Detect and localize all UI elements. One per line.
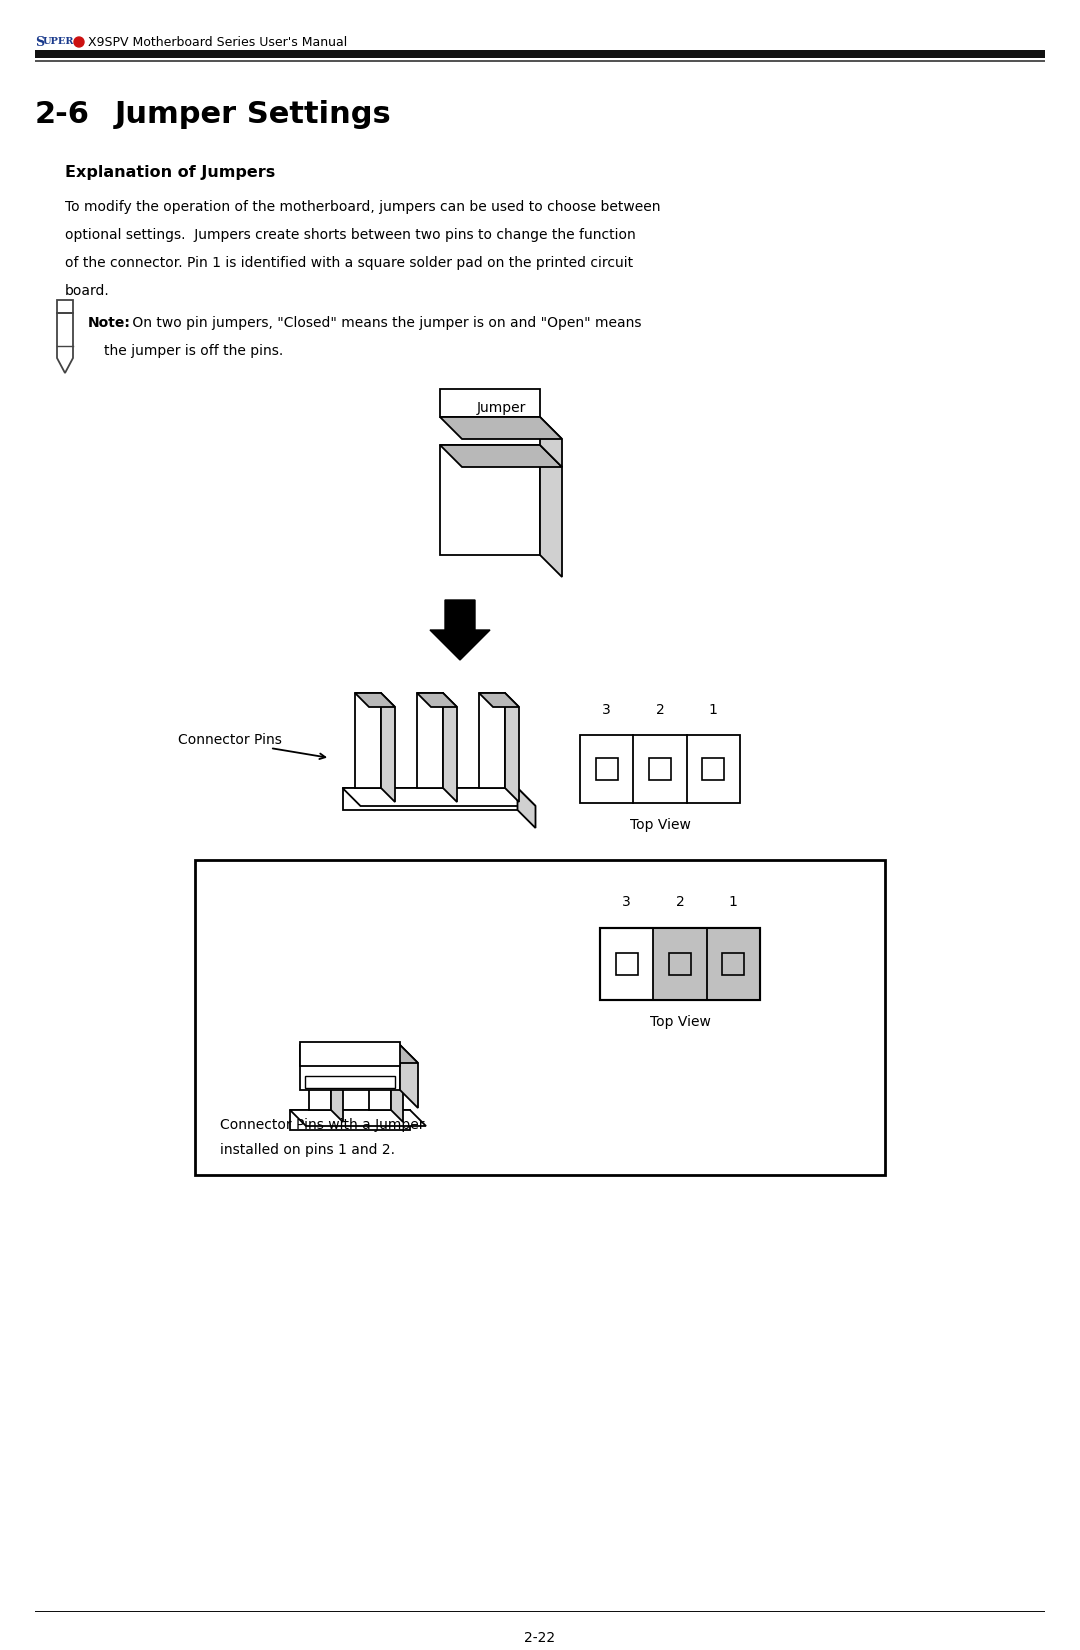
Text: Jumper Settings: Jumper Settings: [114, 101, 392, 129]
Text: installed on pins 1 and 2.: installed on pins 1 and 2.: [220, 1143, 395, 1157]
Polygon shape: [342, 789, 536, 805]
Text: Jumper: Jumper: [476, 401, 526, 416]
Bar: [369, 1044, 391, 1110]
Polygon shape: [540, 446, 562, 578]
Polygon shape: [300, 1044, 418, 1063]
Bar: [616, 954, 637, 975]
Text: optional settings.  Jumpers create shorts between two pins to change the functio: optional settings. Jumpers create shorts…: [65, 228, 636, 243]
Text: UPER: UPER: [43, 38, 75, 46]
Text: On two pin jumpers, "Closed" means the jumper is on and "Open" means: On two pin jumpers, "Closed" means the j…: [129, 317, 642, 330]
Text: 3: 3: [622, 894, 631, 909]
Bar: [480, 693, 505, 789]
Bar: [300, 1043, 400, 1066]
Text: 2: 2: [676, 894, 685, 909]
Text: 1: 1: [729, 894, 738, 909]
Bar: [649, 757, 671, 780]
Bar: [35, 50, 1045, 58]
Bar: [440, 389, 540, 417]
Polygon shape: [440, 446, 562, 467]
Bar: [702, 757, 725, 780]
Text: Connector Pins with a Jumper: Connector Pins with a Jumper: [220, 1119, 424, 1132]
Polygon shape: [440, 417, 562, 439]
Bar: [600, 927, 760, 1000]
Polygon shape: [291, 1110, 426, 1125]
Text: 3: 3: [603, 703, 611, 718]
Circle shape: [75, 36, 84, 46]
Bar: [580, 734, 740, 804]
Text: To modify the operation of the motherboard, jumpers can be used to choose betwee: To modify the operation of the motherboa…: [65, 200, 661, 215]
Polygon shape: [381, 693, 395, 802]
Bar: [600, 927, 760, 1000]
Polygon shape: [480, 693, 519, 706]
Text: Connector Pins: Connector Pins: [178, 733, 282, 747]
Bar: [417, 693, 443, 789]
Text: Top View: Top View: [630, 818, 690, 832]
Text: X9SPV Motherboard Series User's Manual: X9SPV Motherboard Series User's Manual: [87, 36, 348, 48]
Text: 2: 2: [656, 703, 664, 718]
Text: of the connector. Pin 1 is identified with a square solder pad on the printed ci: of the connector. Pin 1 is identified wi…: [65, 256, 633, 271]
Bar: [35, 59, 1045, 63]
Bar: [596, 757, 618, 780]
Bar: [291, 1110, 410, 1130]
Polygon shape: [355, 693, 395, 706]
Bar: [669, 954, 691, 975]
Polygon shape: [417, 693, 457, 706]
Text: S: S: [35, 36, 44, 48]
Text: 1: 1: [708, 703, 718, 718]
Bar: [653, 927, 760, 1000]
Polygon shape: [430, 601, 490, 660]
Polygon shape: [443, 693, 457, 802]
Polygon shape: [309, 1044, 343, 1058]
Bar: [440, 446, 540, 554]
Text: Note:: Note:: [87, 317, 131, 330]
Bar: [355, 693, 381, 789]
Bar: [305, 1076, 395, 1087]
Bar: [309, 1044, 330, 1110]
Bar: [723, 954, 744, 975]
Bar: [342, 789, 517, 810]
Bar: [300, 1044, 400, 1091]
Text: 2-22: 2-22: [525, 1630, 555, 1645]
Text: 2-6: 2-6: [35, 101, 90, 129]
Text: Explanation of Jumpers: Explanation of Jumpers: [65, 165, 275, 180]
Text: the jumper is off the pins.: the jumper is off the pins.: [104, 343, 283, 358]
Text: Top View: Top View: [649, 1015, 711, 1030]
Bar: [195, 860, 885, 1175]
Polygon shape: [400, 1044, 418, 1109]
Polygon shape: [369, 1044, 403, 1058]
Polygon shape: [391, 1044, 403, 1122]
Polygon shape: [540, 417, 562, 467]
Polygon shape: [330, 1044, 343, 1122]
Polygon shape: [517, 789, 536, 828]
Text: board.: board.: [65, 284, 110, 299]
Polygon shape: [505, 693, 519, 802]
